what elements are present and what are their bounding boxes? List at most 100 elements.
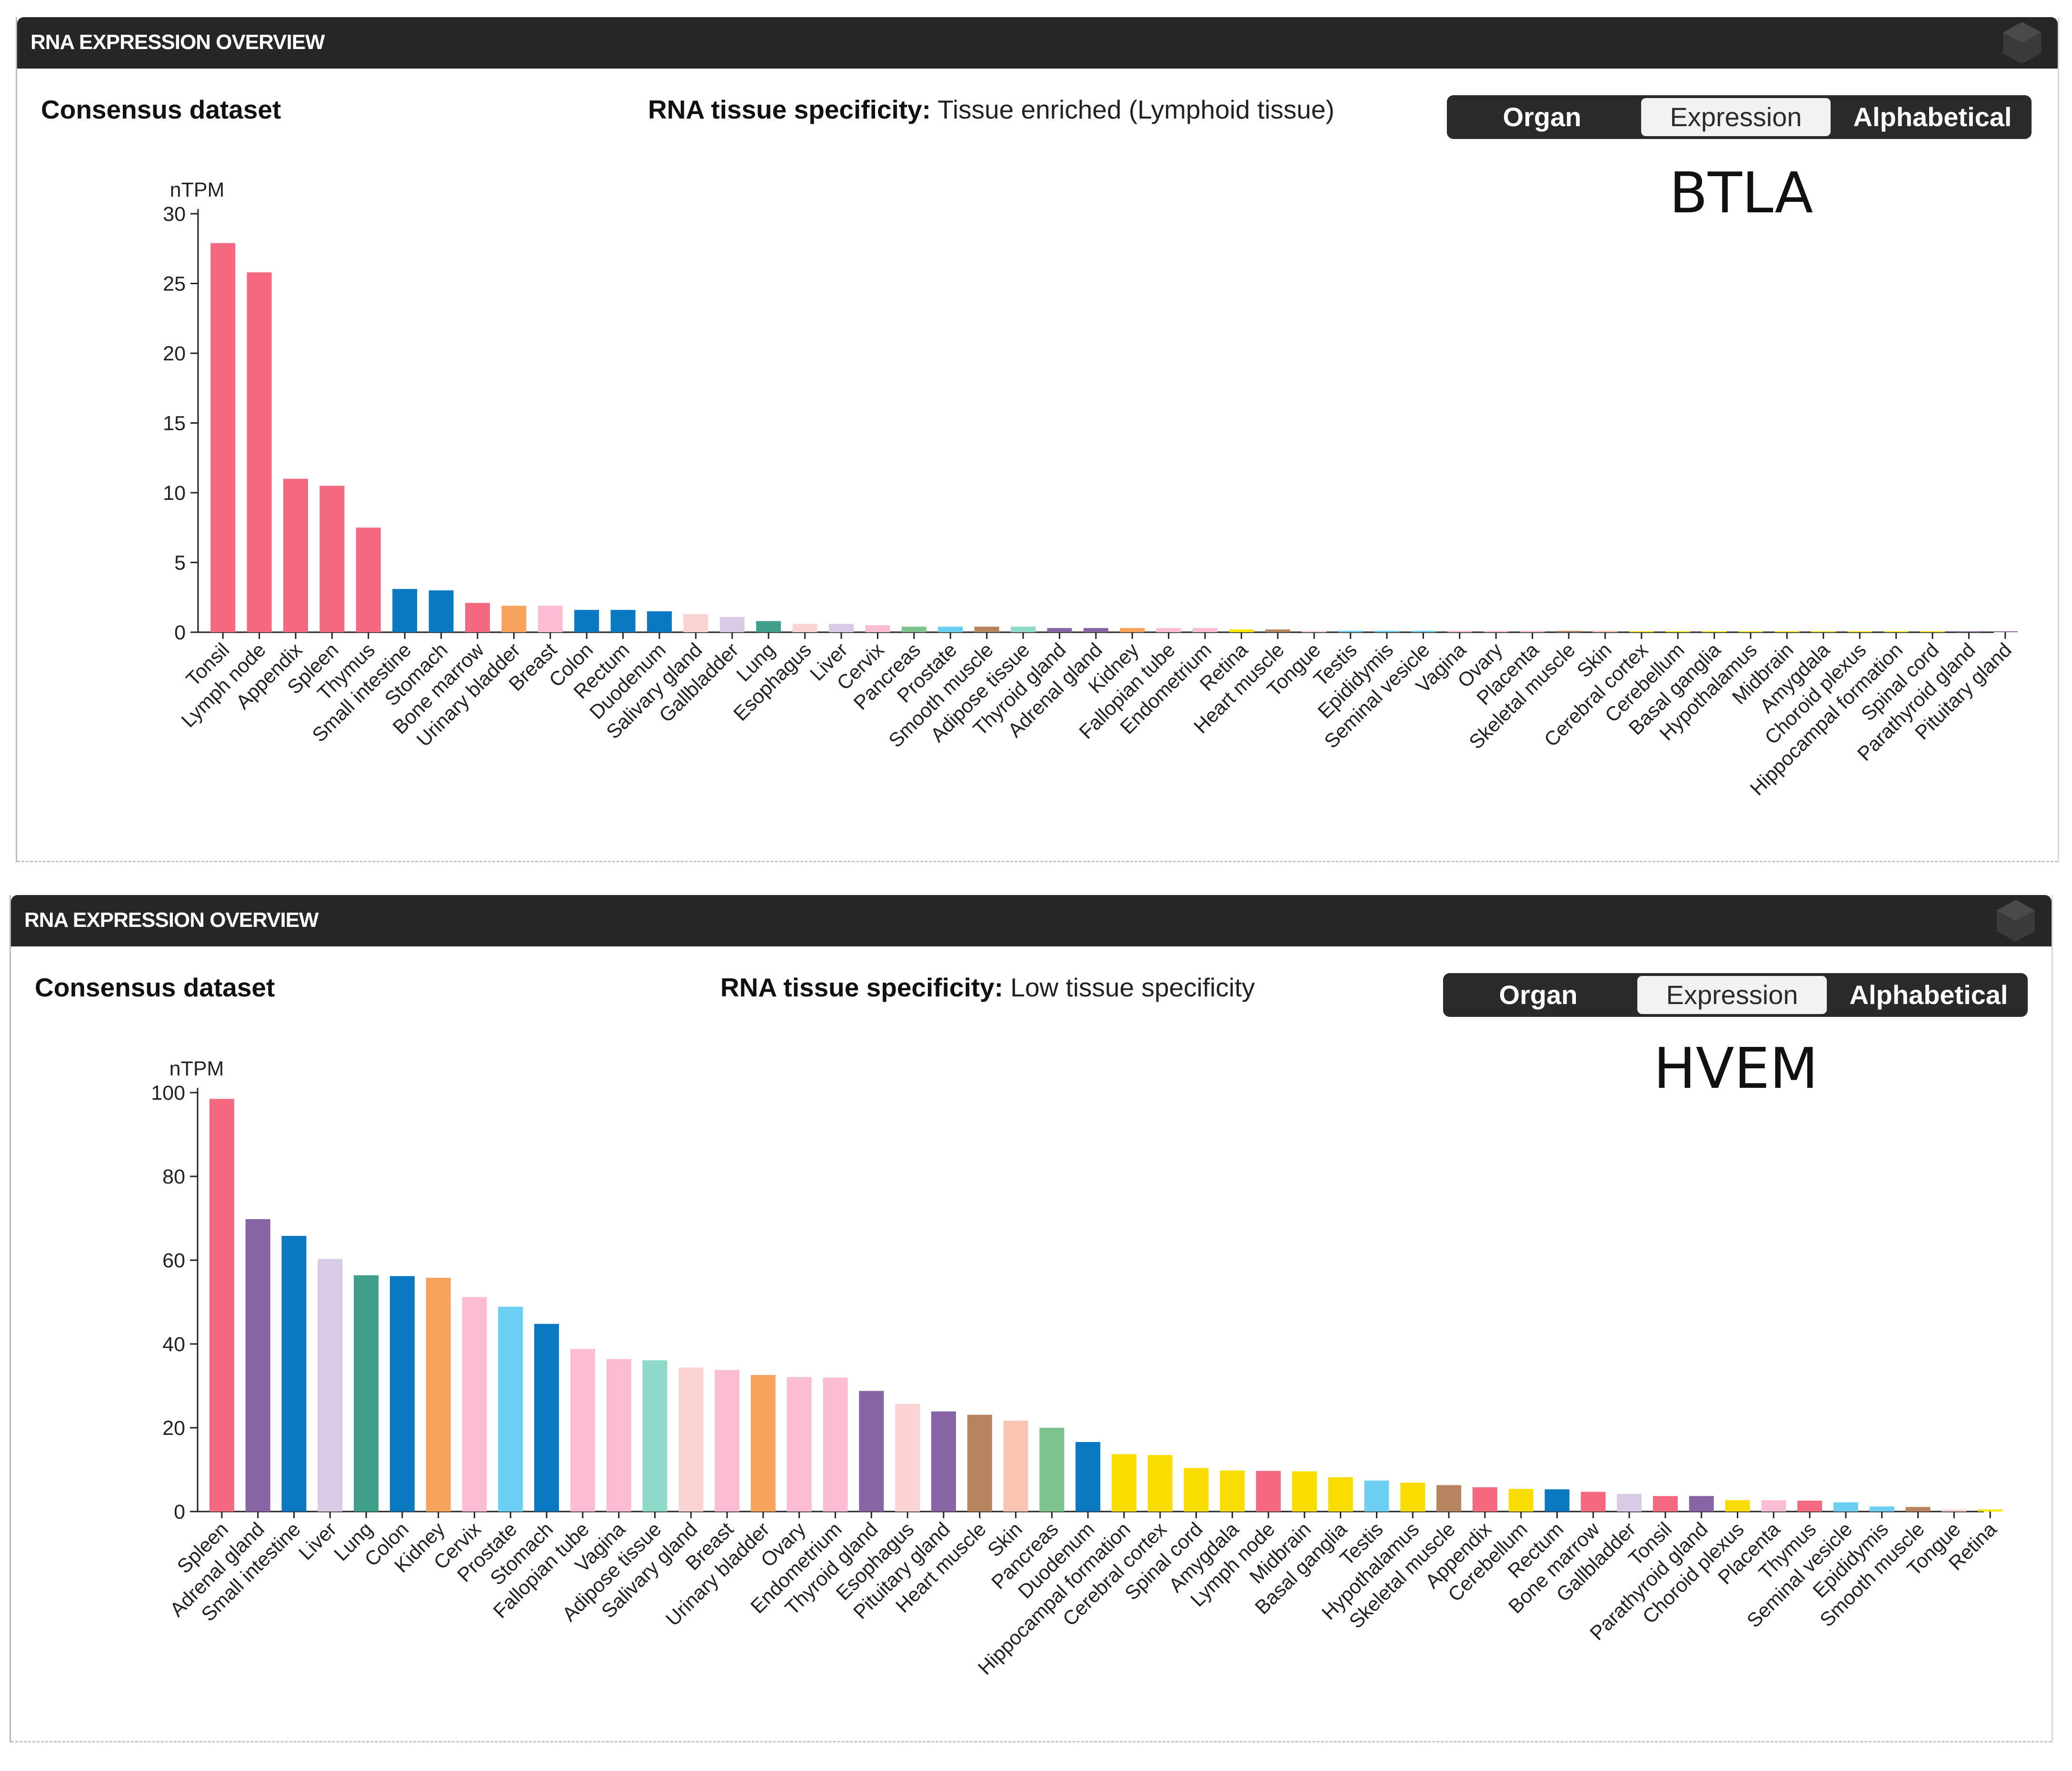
bar-small-intestine[interactable] <box>392 589 418 632</box>
bar-lung[interactable] <box>756 621 781 632</box>
bar-midbrain[interactable] <box>1774 631 1800 632</box>
bar-epididymis[interactable] <box>1375 631 1399 632</box>
sort-expression-button[interactable]: Expression <box>1641 98 1831 136</box>
bar-thymus[interactable] <box>356 527 381 632</box>
bar-urinary-bladder[interactable] <box>750 1375 776 1512</box>
bar-amygdala[interactable] <box>1220 1470 1245 1512</box>
sort-expression-button[interactable]: Expression <box>1637 976 1827 1014</box>
bar-skin[interactable] <box>1003 1421 1028 1512</box>
bar-spleen[interactable] <box>319 486 345 632</box>
bar-hypothalamus[interactable] <box>1738 631 1763 632</box>
bar-kidney[interactable] <box>426 1277 451 1512</box>
bar-spleen[interactable] <box>209 1099 234 1512</box>
bar-placenta[interactable] <box>1520 631 1545 632</box>
bar-pancreas[interactable] <box>1039 1428 1065 1512</box>
sort-organ-button[interactable]: Organ <box>1499 980 1578 1010</box>
bar-stomach[interactable] <box>534 1323 559 1512</box>
bar-ovary[interactable] <box>787 1377 812 1512</box>
bar-seminal-vesicle[interactable] <box>1411 631 1436 632</box>
bar-retina[interactable] <box>1978 1509 2003 1512</box>
bar-adipose-tissue[interactable] <box>642 1360 667 1512</box>
bar-cerebellum[interactable] <box>1665 631 1691 632</box>
bar-vagina[interactable] <box>606 1359 631 1512</box>
bar-tonsil[interactable] <box>210 243 236 632</box>
bar-fallopian-tube[interactable] <box>570 1349 595 1512</box>
bar-pituitary-gland[interactable] <box>1992 631 2018 632</box>
bar-bone-marrow[interactable] <box>1581 1492 1606 1512</box>
bar-smooth-muscle[interactable] <box>974 627 999 632</box>
bar-colon[interactable] <box>389 1276 415 1512</box>
bar-tongue[interactable] <box>1942 1509 1967 1512</box>
bar-salivary-gland[interactable] <box>678 1367 704 1512</box>
bar-rectum[interactable] <box>610 610 636 632</box>
bar-cerebellum[interactable] <box>1508 1489 1534 1512</box>
bar-duodenum[interactable] <box>1076 1442 1101 1512</box>
bar-endometrium[interactable] <box>1193 628 1217 632</box>
bar-appendix[interactable] <box>283 478 308 632</box>
bar-basal-ganglia[interactable] <box>1328 1477 1353 1512</box>
bar-salivary-gland[interactable] <box>683 614 708 632</box>
bar-thymus[interactable] <box>1797 1501 1823 1512</box>
bar-tonsil[interactable] <box>1653 1496 1678 1512</box>
bar-amygdala[interactable] <box>1811 631 1836 632</box>
bar-stomach[interactable] <box>428 590 454 632</box>
bar-pancreas[interactable] <box>901 627 926 632</box>
bar-esophagus[interactable] <box>895 1403 920 1512</box>
bar-spinal-cord[interactable] <box>1184 1468 1209 1512</box>
bar-seminal-vesicle[interactable] <box>1833 1502 1858 1512</box>
bar-endometrium[interactable] <box>823 1377 848 1512</box>
bar-liver[interactable] <box>318 1259 343 1512</box>
bar-thyroid-gland[interactable] <box>859 1391 884 1512</box>
bar-breast[interactable] <box>715 1370 740 1512</box>
bar-skin[interactable] <box>1593 631 1618 632</box>
bar-spinal-cord[interactable] <box>1920 631 1945 632</box>
bar-cervix[interactable] <box>462 1297 487 1512</box>
bar-prostate[interactable] <box>498 1306 523 1512</box>
bar-parathyroid-gland[interactable] <box>1956 631 1982 632</box>
bar-esophagus[interactable] <box>792 624 817 632</box>
bar-testis[interactable] <box>1364 1480 1389 1512</box>
bar-colon[interactable] <box>574 610 599 632</box>
sort-organ-button[interactable]: Organ <box>1503 102 1582 132</box>
bar-adipose-tissue[interactable] <box>1011 627 1036 632</box>
bar-choroid-plexus[interactable] <box>1847 631 1873 632</box>
bar-skeletal-muscle[interactable] <box>1556 631 1581 632</box>
bar-ovary[interactable] <box>1484 631 1509 632</box>
bar-heart-muscle[interactable] <box>1265 629 1290 632</box>
bar-lymph-node[interactable] <box>247 272 272 632</box>
bar-bone-marrow[interactable] <box>465 603 490 632</box>
bar-adrenal-gland[interactable] <box>1083 628 1108 632</box>
bar-basal-ganglia[interactable] <box>1702 631 1727 632</box>
bar-liver[interactable] <box>829 624 854 632</box>
bar-epididymis[interactable] <box>1869 1506 1894 1512</box>
bar-lymph-node[interactable] <box>1256 1471 1281 1512</box>
bar-smooth-muscle[interactable] <box>1905 1507 1931 1512</box>
bar-kidney[interactable] <box>1120 628 1145 632</box>
bar-rectum[interactable] <box>1544 1489 1570 1512</box>
bar-urinary-bladder[interactable] <box>501 606 527 632</box>
bar-cerebral-cortex[interactable] <box>1147 1455 1173 1512</box>
bar-hippocampal-formation[interactable] <box>1111 1454 1136 1512</box>
bar-prostate[interactable] <box>938 627 963 632</box>
bar-retina[interactable] <box>1229 629 1254 632</box>
bar-hypothalamus[interactable] <box>1400 1482 1425 1512</box>
bar-tongue[interactable] <box>1302 631 1327 632</box>
bar-gallbladder[interactable] <box>1617 1494 1642 1512</box>
bar-placenta[interactable] <box>1761 1500 1786 1512</box>
bar-pituitary-gland[interactable] <box>931 1411 956 1512</box>
bar-small-intestine[interactable] <box>281 1235 307 1512</box>
bar-skeletal-muscle[interactable] <box>1436 1485 1462 1512</box>
bar-testis[interactable] <box>1338 631 1363 632</box>
bar-appendix[interactable] <box>1472 1487 1497 1512</box>
bar-breast[interactable] <box>538 606 563 632</box>
bar-thyroid-gland[interactable] <box>1047 628 1072 632</box>
bar-midbrain[interactable] <box>1292 1471 1317 1512</box>
sort-alphabetical-button[interactable]: Alphabetical <box>1849 980 2008 1010</box>
bar-hippocampal-formation[interactable] <box>1883 631 1909 632</box>
bar-gallbladder[interactable] <box>719 617 745 632</box>
bar-duodenum[interactable] <box>647 611 672 632</box>
bar-heart-muscle[interactable] <box>967 1414 992 1512</box>
bar-choroid-plexus[interactable] <box>1725 1500 1750 1512</box>
bar-adrenal-gland[interactable] <box>245 1219 270 1512</box>
bar-cervix[interactable] <box>865 625 890 632</box>
